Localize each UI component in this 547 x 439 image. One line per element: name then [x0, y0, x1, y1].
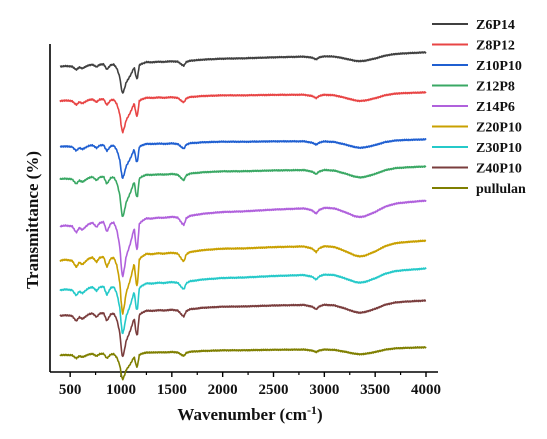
x-tick-label: 4000 — [411, 382, 441, 398]
legend: Z6P14 Z8P12 Z10P10 Z12P8 Z14P6 Z20P10 Z30P10 Z4… — [432, 18, 526, 197]
series-line-z6p14 — [59, 51, 427, 94]
legend-label-z8p12: Z8P12 — [476, 39, 515, 54]
legend-label-z10p10: Z10P10 — [476, 59, 522, 74]
x-tick-label: 1000 — [106, 382, 136, 398]
legend-label-z40p10: Z40P10 — [476, 162, 522, 177]
x-tick-label: 2000 — [208, 382, 238, 398]
legend-label-z20p10: Z20P10 — [476, 121, 522, 136]
x-axis-title-main: Wavenumber (cm — [177, 405, 307, 424]
axes: 500 1000 1500 2000 2500 3000 3500 4000 — [49, 44, 441, 398]
x-tick-label: 2500 — [259, 382, 289, 398]
x-axis-title-close: ) — [317, 405, 323, 424]
series-line-pullulan — [59, 346, 427, 381]
legend-label-z30p10: Z30P10 — [476, 141, 522, 156]
x-axis-title-superscript: -1 — [307, 403, 317, 417]
series-line-z14p6 — [59, 199, 427, 278]
plot-area — [59, 51, 427, 381]
x-tick-label: 500 — [59, 382, 82, 398]
series-line-z20p10 — [59, 239, 427, 315]
series-line-z10p10 — [59, 138, 427, 179]
series-line-z30p10 — [59, 267, 427, 335]
legend-label-z14p6: Z14P6 — [476, 100, 515, 115]
legend-label-z12p8: Z12P8 — [476, 80, 515, 95]
y-axis-title: Transmittance (%) — [23, 151, 42, 289]
legend-label-z6p14: Z6P14 — [476, 18, 515, 33]
x-tick-label: 3500 — [360, 382, 390, 398]
x-tick-label: 1500 — [157, 382, 187, 398]
x-axis-title: Wavenumber (cm-1) — [177, 403, 322, 424]
x-tick-label: 3000 — [309, 382, 339, 398]
legend-label-pullulan: pullulan — [476, 182, 526, 197]
series-line-z8p12 — [59, 91, 427, 134]
series-line-z12p8 — [59, 165, 427, 218]
series-line-z40p10 — [59, 299, 427, 358]
